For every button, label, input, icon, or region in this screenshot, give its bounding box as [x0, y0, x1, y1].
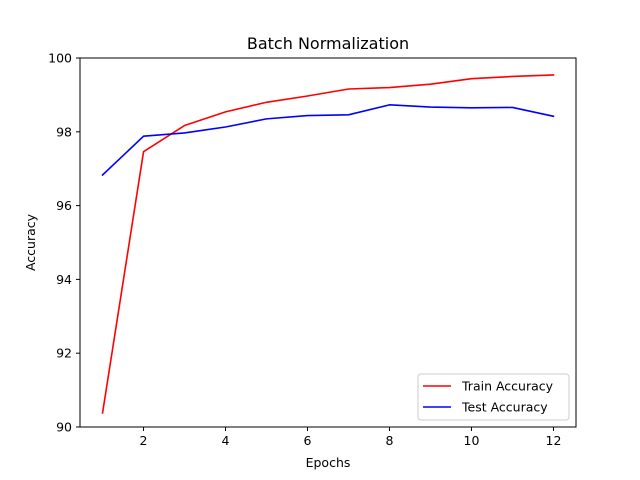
legend-box [417, 373, 570, 421]
series-line-train-accuracy [101, 74, 555, 414]
y-axis-label: Accuracy [23, 213, 38, 271]
x-tick-label: 8 [386, 433, 394, 448]
y-tick-label: 98 [56, 124, 72, 139]
series-layer [101, 74, 555, 414]
legend: Train Accuracy Test Accuracy [417, 373, 570, 421]
y-tick-label: 90 [56, 420, 72, 435]
x-tick-label: 12 [546, 433, 562, 448]
series-line-test-accuracy [101, 104, 555, 177]
x-tick-label: 2 [140, 433, 148, 448]
plot-frame [79, 57, 577, 428]
y-tick-label: 96 [56, 198, 72, 213]
x-axis-ticks: 2 4 6 8 10 12 [140, 427, 562, 448]
y-tick-label: 92 [56, 346, 72, 361]
x-tick-label: 4 [222, 433, 230, 448]
y-tick-label: 100 [48, 51, 72, 66]
x-tick-label: 10 [464, 433, 480, 448]
x-tick-label: 6 [304, 433, 312, 448]
legend-label-test-accuracy: Test Accuracy [461, 400, 548, 415]
x-axis-label: Epochs [306, 455, 351, 470]
chart-title: Batch Normalization [247, 34, 409, 53]
y-axis-ticks: 90 92 94 96 98 100 [48, 51, 80, 435]
legend-label-train-accuracy: Train Accuracy [461, 379, 554, 394]
y-tick-label: 94 [56, 272, 72, 287]
